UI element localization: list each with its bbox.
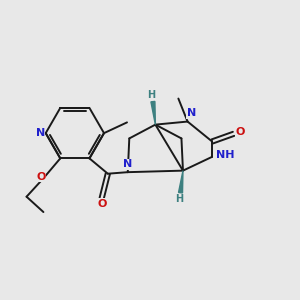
Text: N: N xyxy=(187,108,196,118)
Text: O: O xyxy=(236,127,245,137)
Polygon shape xyxy=(151,101,155,124)
Text: O: O xyxy=(97,199,106,209)
Text: NH: NH xyxy=(216,150,234,160)
Text: H: H xyxy=(175,194,183,205)
Text: N: N xyxy=(122,160,132,170)
Text: O: O xyxy=(36,172,46,182)
Polygon shape xyxy=(178,171,183,193)
Text: N: N xyxy=(36,128,45,138)
Text: H: H xyxy=(147,90,155,100)
